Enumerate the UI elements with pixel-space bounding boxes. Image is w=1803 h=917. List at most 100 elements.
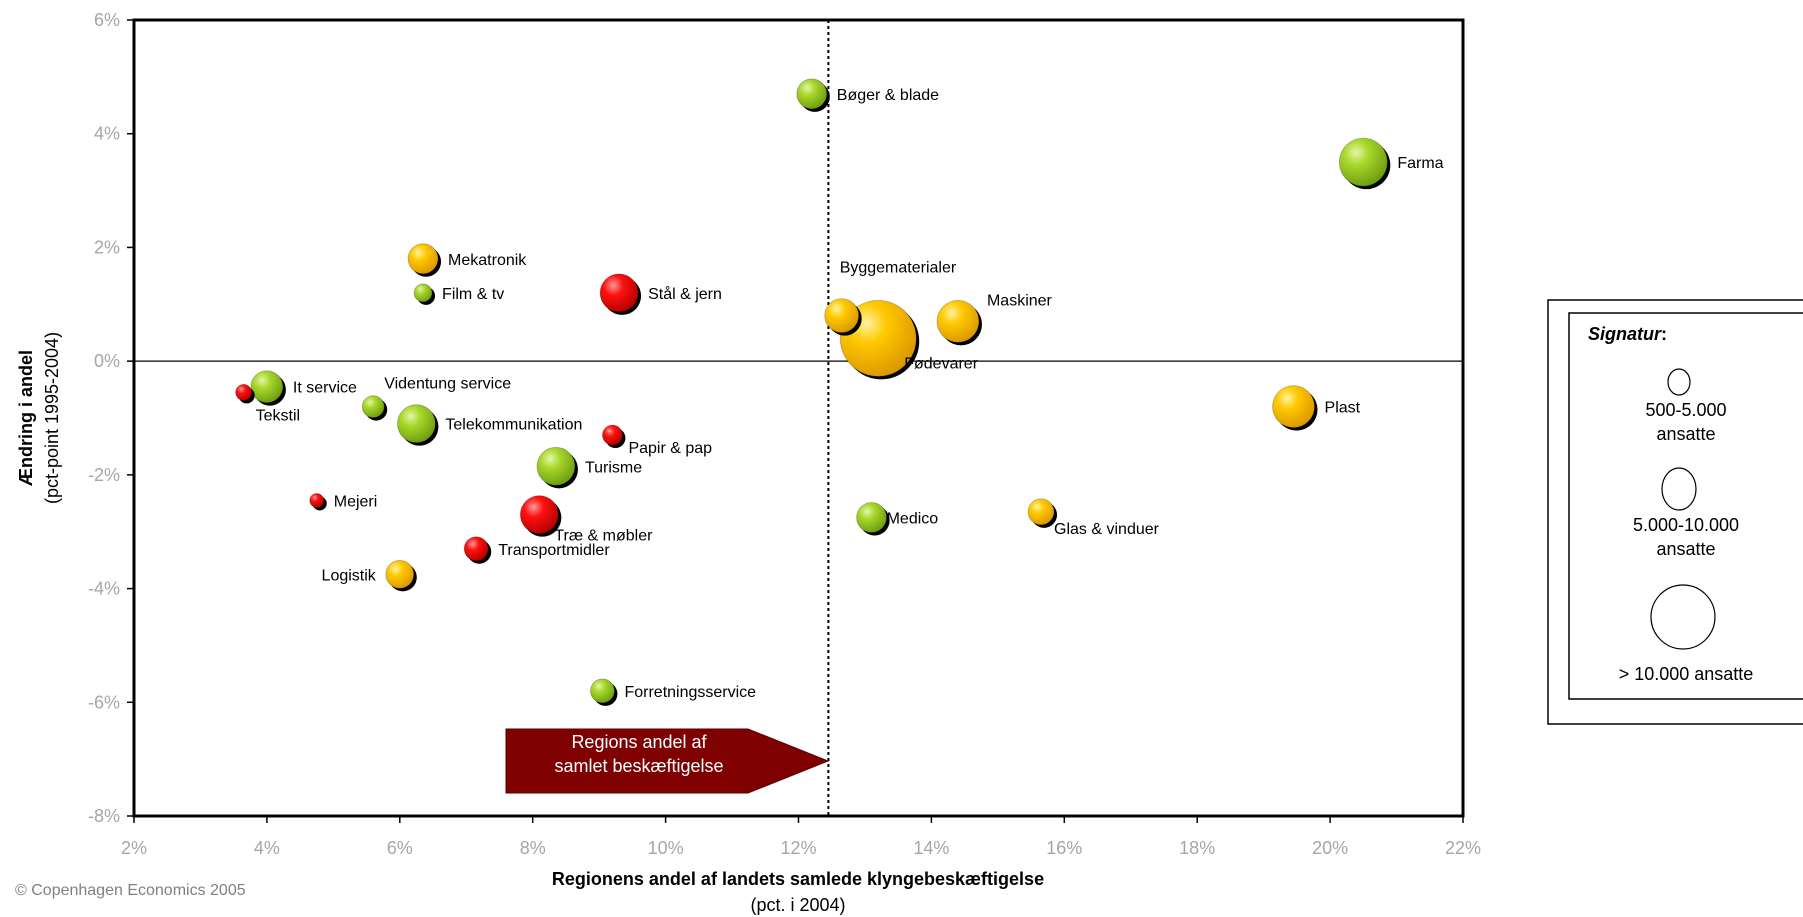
bubble-marker — [936, 299, 980, 343]
bubble-label: Plast — [1325, 400, 1361, 417]
x-tick-label: 16% — [1046, 838, 1082, 858]
y-tick-label: -2% — [88, 465, 120, 485]
bubble-label: Logistik — [322, 567, 377, 584]
legend-small-line1: 500-5.000 — [1645, 400, 1726, 420]
bubble-label: Fødevarer — [904, 355, 978, 372]
bubble-label: Træ & møbler — [554, 528, 653, 545]
bubble-farma — [1338, 137, 1391, 190]
bubble-marker — [1338, 137, 1388, 187]
y-tick-label: -8% — [88, 806, 120, 826]
bubble-marker — [309, 493, 325, 508]
x-tick-label: 20% — [1312, 838, 1348, 858]
bubble-label: Farma — [1397, 155, 1443, 172]
legend-large-bubble — [1650, 584, 1716, 650]
x-tick-label: 2% — [121, 838, 147, 858]
bubble-label: Forretningsservice — [624, 684, 756, 701]
bubble-marker — [235, 384, 253, 401]
x-tick-label: 4% — [254, 838, 280, 858]
bubble-marker — [361, 395, 385, 419]
x-tick-label: 8% — [520, 838, 546, 858]
bubble-træ-møbler — [519, 495, 562, 537]
bubble-byggematerialer — [824, 298, 862, 336]
region-share-annotation: Regions andel af samlet beskæftigelse — [505, 728, 830, 794]
x-tick-label: 10% — [648, 838, 684, 858]
bubble-label: Mekatronik — [448, 252, 527, 269]
legend-large-line1: > 10.000 ansatte — [1619, 664, 1754, 684]
bubble-label: Telekommunikation — [445, 417, 582, 434]
bubble-glas-vinduer — [1027, 498, 1058, 528]
bubble-tekstil — [235, 384, 255, 404]
bubble-series: Bøger & blade Farma Mekatronik Film & tv Stå… — [235, 78, 1444, 706]
legend-small-bubble — [1667, 368, 1691, 396]
bubble-mejeri — [309, 493, 327, 511]
bubble-label: Medico — [887, 511, 939, 528]
bubble-label: Byggematerialer — [840, 260, 957, 277]
y-axis-ticks: -8% -6% -4% -2% 0% 2% 4% 6% — [88, 10, 134, 826]
bubble-marker — [590, 678, 615, 704]
bubble-marker — [856, 502, 887, 533]
bubble-stål-jern — [599, 273, 642, 315]
legend-small-line2: ansatte — [1656, 424, 1715, 444]
bubble-marker — [397, 404, 436, 444]
bubble-marker — [824, 298, 860, 334]
x-axis-title: Regionens andel af landets samlede klyng… — [552, 869, 1044, 889]
bubble-label: Maskiner — [987, 292, 1053, 309]
bubble-marker — [250, 370, 284, 404]
bubble-label: Transportmidler — [498, 542, 610, 559]
bubble-marker — [519, 495, 559, 535]
bubble-logistik — [385, 559, 417, 592]
y-tick-label: 6% — [94, 10, 120, 30]
bubble-forretningsservice — [590, 678, 618, 706]
plot-area — [132, 18, 1465, 818]
y-tick-label: 0% — [94, 351, 120, 371]
y-axis-title: Ændring i andel — [16, 350, 36, 486]
bubble-marker — [796, 78, 828, 110]
bubble-marker — [536, 446, 576, 486]
bubble-label: Turisme — [585, 459, 642, 476]
copyright-note: © Copenhagen Economics 2005 — [15, 882, 246, 899]
bubble-label: Stål & jern — [648, 285, 722, 303]
annotation-line-1: Regions andel af — [571, 732, 707, 752]
bubble-papir-pap — [602, 424, 626, 449]
x-tick-label: 12% — [780, 838, 816, 858]
legend-title-suffix: : — [1661, 324, 1667, 344]
bubble-turisme — [536, 446, 578, 489]
bubble-marker — [407, 243, 439, 275]
bubble-marker — [599, 273, 639, 313]
bubble-label: Mejeri — [334, 493, 378, 510]
bubble-label: Bøger & blade — [837, 87, 939, 104]
annotation-line-2: samlet beskæftigelse — [554, 756, 723, 776]
bubble-label: Film & tv — [442, 286, 504, 303]
bubble-medico — [856, 502, 890, 536]
legend: Signatur: 500-5.000 ansatte 5.000-10.000… — [1547, 299, 1803, 725]
bubble-transportmidler — [463, 536, 492, 564]
bubble-marker — [1272, 385, 1315, 429]
legend-medium-bubble — [1661, 467, 1697, 511]
bubble-plast — [1272, 385, 1318, 431]
bubble-videntung-service — [361, 395, 388, 421]
x-tick-label: 18% — [1179, 838, 1215, 858]
bubble-bøger-blade — [796, 78, 830, 112]
x-tick-label: 22% — [1445, 838, 1481, 858]
bubble-film-tv — [413, 283, 436, 305]
y-tick-label: 2% — [94, 237, 120, 257]
bubble-mekatronik — [407, 243, 442, 277]
x-axis-subtitle: (pct. i 2004) — [750, 895, 845, 915]
legend-medium-line1: 5.000-10.000 — [1633, 515, 1739, 535]
bubble-label: Tekstil — [256, 407, 300, 424]
bubble-maskiner — [936, 299, 982, 346]
legend-title: Signatur: — [1588, 324, 1667, 344]
reference-lines — [134, 20, 1463, 816]
bubble-label: It service — [293, 380, 357, 397]
bubble-label: Videntung service — [384, 376, 511, 393]
annotation-arrow-shape — [505, 728, 830, 794]
legend-title-text: Signatur — [1588, 324, 1662, 344]
y-axis-subtitle: (pct-point 1995-2004) — [42, 332, 62, 504]
bubble-marker — [1027, 498, 1055, 526]
x-axis-ticks: 2% 4% 6% 8% 10% 12% 14% 16% 18% 20% 22% — [121, 816, 1481, 858]
legend-medium-line2: ansatte — [1656, 539, 1715, 559]
bubble-label: Papir & pap — [628, 440, 712, 457]
y-tick-label: 4% — [94, 124, 120, 144]
bubble-marker — [463, 536, 489, 562]
